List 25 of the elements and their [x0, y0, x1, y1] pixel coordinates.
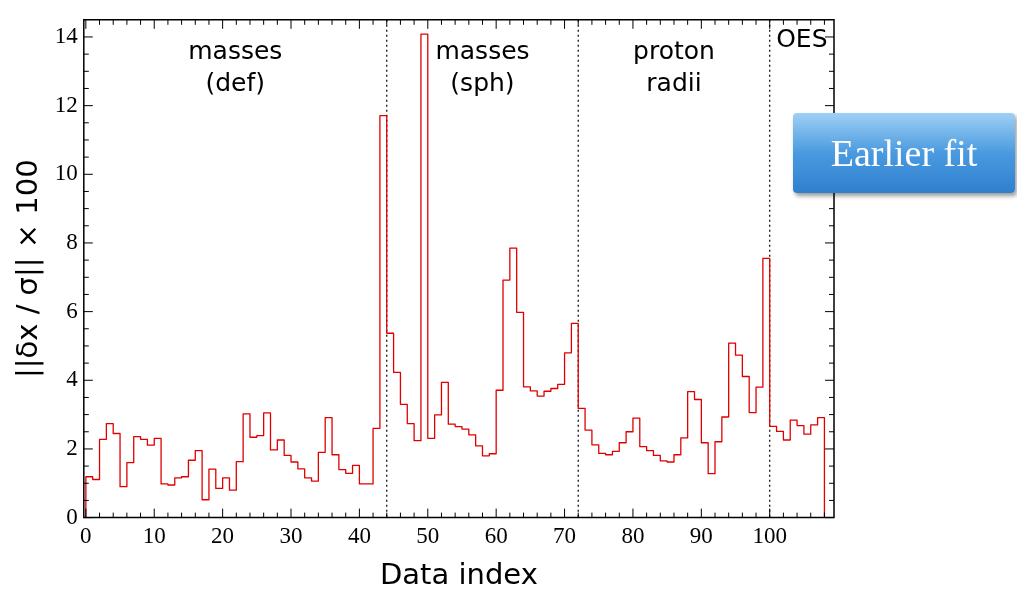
x-tick-label: 10 [142, 523, 166, 549]
y-tick-label: 14 [54, 23, 79, 49]
x-tick-label: 80 [621, 523, 645, 549]
x-axis-title: Data index [379, 557, 538, 592]
y-tick-label: 6 [66, 297, 78, 323]
annotation: OES [776, 23, 828, 53]
y-axis-title: ||δx / σ|| × 100 [9, 159, 44, 379]
y-tick-label: 4 [66, 366, 79, 392]
x-tick-label: 20 [211, 523, 235, 549]
x-tick-label: 100 [752, 523, 787, 549]
y-tick-label: 12 [54, 91, 78, 117]
y-tick-label: 8 [66, 229, 78, 254]
x-tick-label: 30 [279, 523, 303, 549]
annotation: masses (def) [188, 35, 283, 97]
annotation: masses (sph) [435, 35, 530, 97]
y-tick-label: 2 [66, 434, 78, 460]
annotation: proton radii [633, 35, 715, 97]
x-tick-label: 90 [689, 523, 713, 549]
x-tick-label: 70 [553, 523, 577, 549]
x-tick-label: 40 [347, 523, 371, 549]
y-tick-label: 0 [66, 503, 78, 529]
button: Earlier fit [793, 113, 1015, 193]
y-tick-label: 10 [54, 160, 78, 186]
x-tick-label: 60 [484, 523, 508, 549]
x-tick-label: 50 [416, 523, 440, 549]
